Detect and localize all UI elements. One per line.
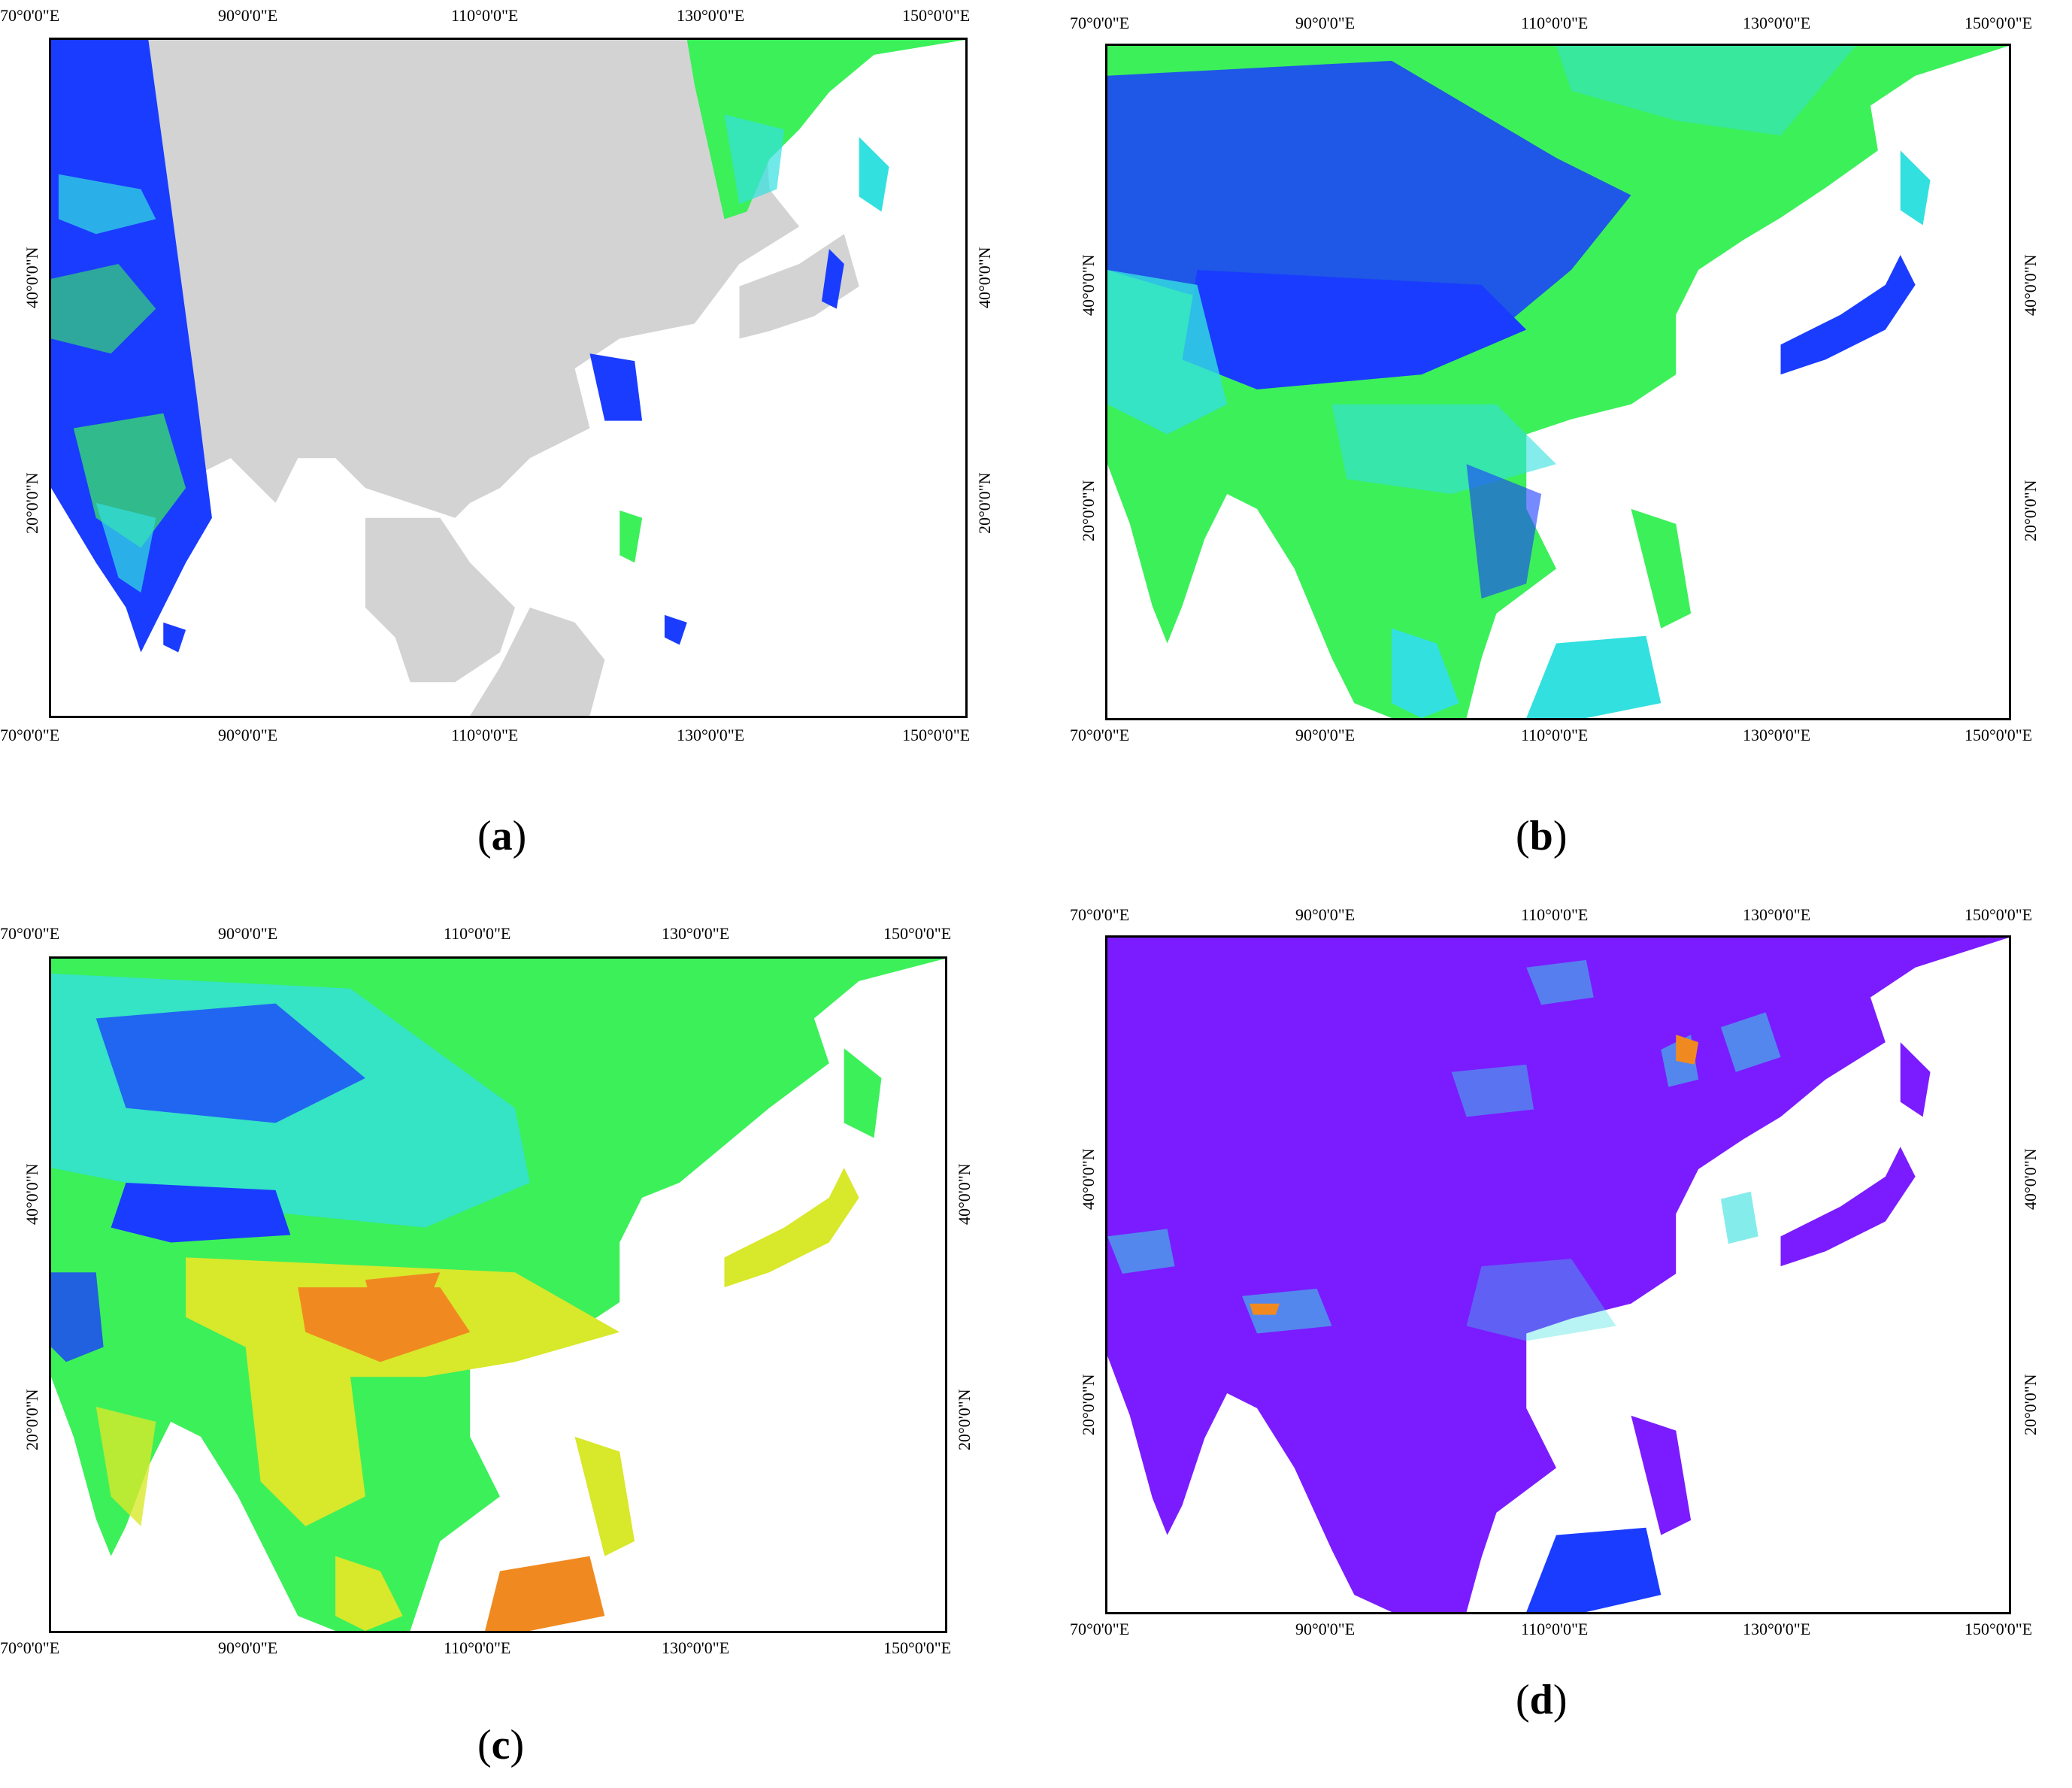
lon-label-top: 150°0'0"E <box>883 924 952 943</box>
lon-label-bottom: 110°0'0"E <box>444 1638 511 1657</box>
map-a <box>51 40 965 716</box>
lat-label-left: 20°0'0"N <box>23 472 41 534</box>
lon-label-top: 110°0'0"E <box>444 924 511 943</box>
lon-label-bottom: 90°0'0"E <box>218 726 278 744</box>
caption-letter: d <box>1529 1677 1553 1723</box>
lon-label-bottom: 70°0'0"E <box>1070 726 1130 744</box>
lon-label-top: 70°0'0"E <box>1070 14 1130 32</box>
panel-c: 70°0'0"E 90°0'0"E 110°0'0"E 130°0'0"E 15… <box>0 894 1036 1788</box>
land-gray-islands <box>470 607 605 716</box>
lon-label-top: 150°0'0"E <box>1964 905 2033 924</box>
lon-label-bottom: 130°0'0"E <box>1743 726 1811 744</box>
lon-label-top: 90°0'0"E <box>218 6 278 25</box>
lon-label-top: 150°0'0"E <box>902 6 971 25</box>
lon-label-top: 130°0'0"E <box>1743 14 1811 32</box>
lat-label-right: 20°0'0"N <box>2021 1374 2040 1435</box>
lon-label-top: 130°0'0"E <box>1743 905 1811 924</box>
lon-label-bottom: 130°0'0"E <box>1743 1620 1811 1638</box>
lat-label-right: 40°0'0"N <box>955 1163 974 1225</box>
lat-label-left: 40°0'0"N <box>23 247 41 308</box>
map-c <box>51 959 945 1631</box>
caption-d: (d) <box>1516 1677 1568 1723</box>
lat-label-left: 40°0'0"N <box>1079 1148 1098 1210</box>
panel-d: 70°0'0"E 90°0'0"E 110°0'0"E 130°0'0"E 15… <box>1036 894 2072 1788</box>
panel-a: 70°0'0"E 90°0'0"E 110°0'0"E 130°0'0"E 15… <box>0 0 1036 894</box>
lon-label-bottom: 70°0'0"E <box>0 726 60 744</box>
map-d <box>1107 938 2009 1612</box>
lon-label-top: 110°0'0"E <box>1521 905 1589 924</box>
lon-label-bottom: 90°0'0"E <box>1295 1620 1356 1638</box>
caption-a: (a) <box>477 813 527 859</box>
lon-label-top: 90°0'0"E <box>218 924 278 943</box>
map-b <box>1107 46 2009 718</box>
lat-label-left: 40°0'0"N <box>1079 254 1098 316</box>
land-gray-sea <box>365 517 515 683</box>
caption-b: (b) <box>1516 813 1568 859</box>
lon-label-bottom: 150°0'0"E <box>902 726 971 744</box>
lon-label-top: 150°0'0"E <box>1964 14 2033 32</box>
lat-label-right: 40°0'0"N <box>975 247 994 308</box>
lat-label-left: 40°0'0"N <box>23 1163 41 1225</box>
caption-letter: c <box>491 1722 510 1768</box>
lat-label-right: 20°0'0"N <box>2021 480 2040 541</box>
lon-label-bottom: 70°0'0"E <box>1070 1620 1130 1638</box>
map-frame-c <box>49 956 947 1633</box>
lat-label-right: 20°0'0"N <box>955 1389 974 1450</box>
japan <box>1780 255 1916 375</box>
lat-label-left: 20°0'0"N <box>1079 480 1098 541</box>
lat-label-left: 20°0'0"N <box>1079 1374 1098 1435</box>
lon-label-top: 90°0'0"E <box>1295 14 1356 32</box>
lon-label-bottom: 130°0'0"E <box>677 726 745 744</box>
lon-label-bottom: 110°0'0"E <box>1521 1620 1589 1638</box>
lon-label-top: 110°0'0"E <box>451 6 519 25</box>
lon-label-bottom: 110°0'0"E <box>1521 726 1589 744</box>
lat-label-right: 40°0'0"N <box>2021 254 2040 316</box>
lon-label-top: 70°0'0"E <box>0 6 60 25</box>
lon-label-bottom: 130°0'0"E <box>662 1638 730 1657</box>
land-mass <box>1107 938 2009 1612</box>
map-frame-b <box>1105 44 2011 720</box>
caption-letter: a <box>491 813 513 859</box>
lon-label-bottom: 150°0'0"E <box>1964 1620 2033 1638</box>
map-frame-d <box>1105 935 2011 1614</box>
lon-label-bottom: 110°0'0"E <box>451 726 519 744</box>
lat-label-right: 20°0'0"N <box>975 472 994 534</box>
lon-label-bottom: 90°0'0"E <box>1295 726 1356 744</box>
land-gray <box>118 40 800 526</box>
map-frame-a <box>49 38 968 718</box>
lon-label-top: 70°0'0"E <box>1070 905 1130 924</box>
lon-label-top: 110°0'0"E <box>1521 14 1589 32</box>
panel-b: 70°0'0"E 90°0'0"E 110°0'0"E 130°0'0"E 15… <box>1036 0 2072 894</box>
lon-label-bottom: 70°0'0"E <box>0 1638 60 1657</box>
lon-label-bottom: 150°0'0"E <box>1964 726 2033 744</box>
lon-label-top: 70°0'0"E <box>0 924 60 943</box>
japan <box>1780 1147 1916 1267</box>
caption-letter: b <box>1529 813 1553 859</box>
caption-c: (c) <box>477 1722 525 1768</box>
lon-label-top: 90°0'0"E <box>1295 905 1356 924</box>
japan <box>724 1168 859 1288</box>
lon-label-top: 130°0'0"E <box>662 924 730 943</box>
lat-label-right: 40°0'0"N <box>2021 1148 2040 1210</box>
lon-label-bottom: 150°0'0"E <box>883 1638 952 1657</box>
lon-label-top: 130°0'0"E <box>677 6 745 25</box>
lat-label-left: 20°0'0"N <box>23 1389 41 1450</box>
lon-label-bottom: 90°0'0"E <box>218 1638 278 1657</box>
